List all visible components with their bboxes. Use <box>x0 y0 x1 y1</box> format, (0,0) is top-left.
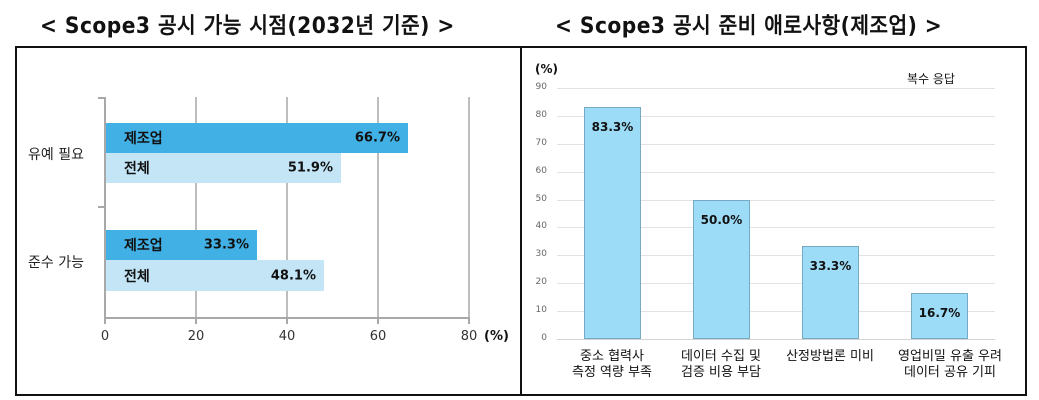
label-line: 검증 비용 부담 <box>680 365 762 380</box>
y-tick-label: 80 <box>535 110 547 120</box>
category-label: 유예 필요 <box>28 147 84 163</box>
y-axis-tick <box>98 97 105 99</box>
gridline-80 <box>557 116 995 117</box>
label-line: 중소 협력사 <box>580 349 644 364</box>
x-tick-label: 80 <box>460 329 478 344</box>
y-axis-tick <box>98 206 105 208</box>
gridline-20 <box>557 283 995 284</box>
x-tick-label: 0 <box>100 329 110 344</box>
x-tick-label: 60 <box>369 329 387 344</box>
value-label: 48.1% <box>270 268 316 283</box>
y-unit-label: (%) <box>535 62 558 76</box>
multiple-response-note: 복수 응답 <box>907 72 955 86</box>
value-label: 33.3% <box>203 237 249 253</box>
gridline-50 <box>557 200 995 201</box>
series-label: 제조업 <box>124 131 163 147</box>
y-tick-label: 40 <box>535 221 547 231</box>
value-label: 51.9% <box>287 160 333 176</box>
bar-manufacturing-comply: 제조업 33.3% <box>106 230 257 260</box>
label-line: 데이터 공유 기피 <box>903 365 996 380</box>
bar-data-cost: 50.0% <box>693 200 750 339</box>
series-label: 제조업 <box>124 238 163 254</box>
y-tick-label: 20 <box>535 277 547 287</box>
gridline-30 <box>557 255 995 256</box>
label-line: 측정 역량 부족 <box>571 365 653 380</box>
value-label: 66.7% <box>354 130 400 146</box>
x-axis-tick <box>468 317 470 324</box>
value-label: 16.7% <box>918 306 961 320</box>
gridline-40 <box>557 227 995 228</box>
x-tick-label: 20 <box>187 329 205 344</box>
gridline-80 <box>468 97 470 318</box>
bar-supplier-capacity: 83.3% <box>584 107 641 339</box>
x-axis-line <box>557 339 995 340</box>
x-axis-tick <box>104 317 106 324</box>
x-axis-tick <box>377 317 379 324</box>
gridline-10 <box>557 311 995 312</box>
y-tick-label: 30 <box>535 249 547 259</box>
label-line: 산정방법론 미비 <box>786 349 874 364</box>
x-category-label: 데이터 수집 및 검증 비용 부담 <box>681 349 761 381</box>
y-axis-line <box>104 97 106 319</box>
gridline-60 <box>557 172 995 173</box>
bar-total-defer: 전체 51.9% <box>106 153 341 183</box>
y-tick-label: 70 <box>535 138 547 148</box>
value-label: 83.3% <box>591 120 634 134</box>
y-tick-label: 50 <box>535 194 547 204</box>
bar-manufacturing-defer: 제조업 66.7% <box>106 123 408 153</box>
x-category-label: 산정방법론 미비 <box>786 349 874 365</box>
gridline-90 <box>557 88 995 89</box>
x-category-label: 영업비밀 유출 우려 데이터 공유 기피 <box>898 349 1002 381</box>
y-tick-label: 60 <box>535 166 547 176</box>
x-category-label: 중소 협력사 측정 역량 부족 <box>572 349 652 381</box>
value-label: 50.0% <box>700 213 743 227</box>
y-tick-label: 90 <box>535 82 547 92</box>
category-label: 준수 가능 <box>28 255 84 271</box>
bar-methodology: 33.3% <box>802 246 859 339</box>
gridline-40 <box>286 97 288 318</box>
y-tick-label: 10 <box>535 305 547 315</box>
series-label: 전체 <box>124 268 150 285</box>
gridline-60 <box>377 97 379 318</box>
gridline-20 <box>195 97 197 318</box>
label-line: 영업비밀 유출 우려 <box>898 349 1002 364</box>
label-line: 데이터 수집 및 <box>680 349 762 364</box>
series-label: 전체 <box>124 161 150 177</box>
x-unit-label: (%) <box>484 329 509 344</box>
gridline-70 <box>557 144 995 145</box>
x-axis-tick <box>286 317 288 324</box>
y-tick-label: 0 <box>541 333 547 343</box>
right-chart-title: < Scope3 공시 준비 애로사항(제조업) > <box>555 14 943 39</box>
bar-trade-secret: 16.7% <box>911 293 968 339</box>
x-tick-label: 40 <box>278 329 296 344</box>
value-label: 33.3% <box>809 259 852 273</box>
left-chart-title: < Scope3 공시 가능 시점(2032년 기준) > <box>40 14 455 39</box>
bar-total-comply: 전체 48.1% <box>106 260 324 291</box>
x-axis-tick <box>195 317 197 324</box>
left-chart-panel <box>15 46 522 396</box>
